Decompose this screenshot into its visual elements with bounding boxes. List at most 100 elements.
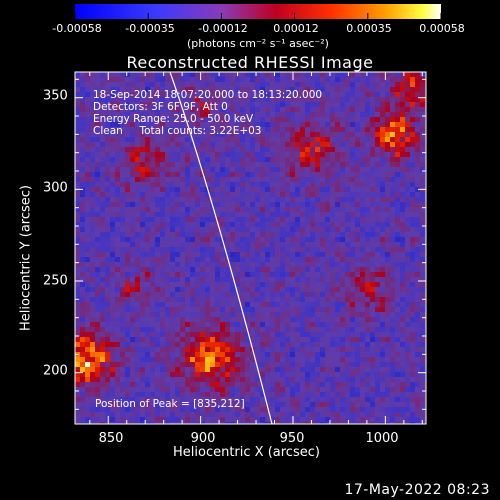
heatmap-cell [285,272,291,278]
heatmap-cell [175,147,181,153]
heatmap-cell [350,97,356,103]
heatmap-cell [345,227,351,233]
heatmap-cell [310,112,316,118]
heatmap-cell [140,157,146,163]
heatmap-cell [250,117,256,123]
heatmap-cell [355,367,361,373]
heatmap-cell [415,272,421,278]
heatmap-cell [170,212,176,218]
heatmap-cell [255,422,261,424]
heatmap-cell [355,322,361,328]
heatmap-cell [165,172,171,178]
heatmap-cell [335,207,341,213]
heatmap-cell [205,112,211,118]
heatmap-cell [125,357,131,363]
heatmap-cell [130,132,136,138]
heatmap-cell [410,142,416,148]
heatmap-cell [120,317,126,323]
heatmap-cell [290,152,296,158]
heatmap-cell [160,212,166,218]
heatmap-cell [310,217,316,223]
heatmap-cell [85,247,91,253]
heatmap-cell [145,127,151,133]
heatmap-cell [140,267,146,273]
heatmap-cell [240,157,246,163]
heatmap-cell [140,222,146,228]
heatmap-cell [385,197,391,203]
heatmap-cell [125,82,131,88]
heatmap-cell [150,257,156,263]
heatmap-cell [120,102,126,108]
heatmap-cell [245,162,251,168]
heatmap-cell [345,197,351,203]
heatmap-cell [290,322,296,328]
heatmap-cell [370,317,376,323]
heatmap-cell [415,367,421,373]
heatmap-cell [255,307,261,313]
heatmap-cell [280,272,286,278]
heatmap-cell [240,347,246,353]
heatmap-cell [325,132,331,138]
heatmap-cell [180,87,186,93]
heatmap-cell [140,307,146,313]
heatmap-cell [310,292,316,298]
heatmap-cell [195,212,201,218]
heatmap-cell [115,232,121,238]
heatmap-cell [305,207,311,213]
heatmap-cell [220,177,226,183]
heatmap-cell [390,257,396,263]
heatmap-cell [90,97,96,103]
heatmap-cell [210,122,216,128]
heatmap-cell [310,142,316,148]
heatmap-cell [170,197,176,203]
heatmap-cell [365,277,371,283]
heatmap-cell [275,192,281,198]
heatmap-cell [130,382,136,388]
heatmap-cell [420,207,426,213]
heatmap-cell [330,177,336,183]
heatmap-cell [360,167,366,173]
heatmap-cell [400,187,406,193]
heatmap-cell [270,337,276,343]
heatmap-cell [190,367,196,373]
heatmap-cell [100,187,106,193]
heatmap-cell [300,212,306,218]
heatmap-cell [155,272,161,278]
heatmap-cell [175,177,181,183]
heatmap-cell [370,227,376,233]
heatmap-cell [75,332,81,338]
heatmap-cell [390,407,396,413]
heatmap-cell [275,187,281,193]
heatmap-cell [255,157,261,163]
heatmap-cell [185,222,191,228]
heatmap-cell [310,312,316,318]
heatmap-cell [225,397,231,403]
heatmap-cell [330,312,336,318]
heatmap-cell [405,387,411,393]
heatmap-cell [220,87,226,93]
heatmap-cell [310,412,316,418]
heatmap-cell [300,242,306,248]
heatmap-cell [140,312,146,318]
heatmap-cell [330,202,336,208]
heatmap-cell [190,107,196,113]
heatmap-cell [405,212,411,218]
heatmap-cell [345,182,351,188]
heatmap-cell [265,417,271,423]
heatmap-cell [105,222,111,228]
heatmap-cell [310,417,316,423]
heatmap-cell [330,277,336,283]
heatmap-cell [165,132,171,138]
heatmap-cell [305,402,311,408]
heatmap-cell [380,412,386,418]
heatmap-cell [175,142,181,148]
heatmap-cell [170,97,176,103]
heatmap-cell [320,332,326,338]
heatmap-cell [90,137,96,143]
heatmap-cell [340,322,346,328]
heatmap-cell [100,177,106,183]
heatmap-cell [75,192,81,198]
heatmap-cell [380,292,386,298]
heatmap-cell [420,272,426,278]
heatmap-cell [270,292,276,298]
